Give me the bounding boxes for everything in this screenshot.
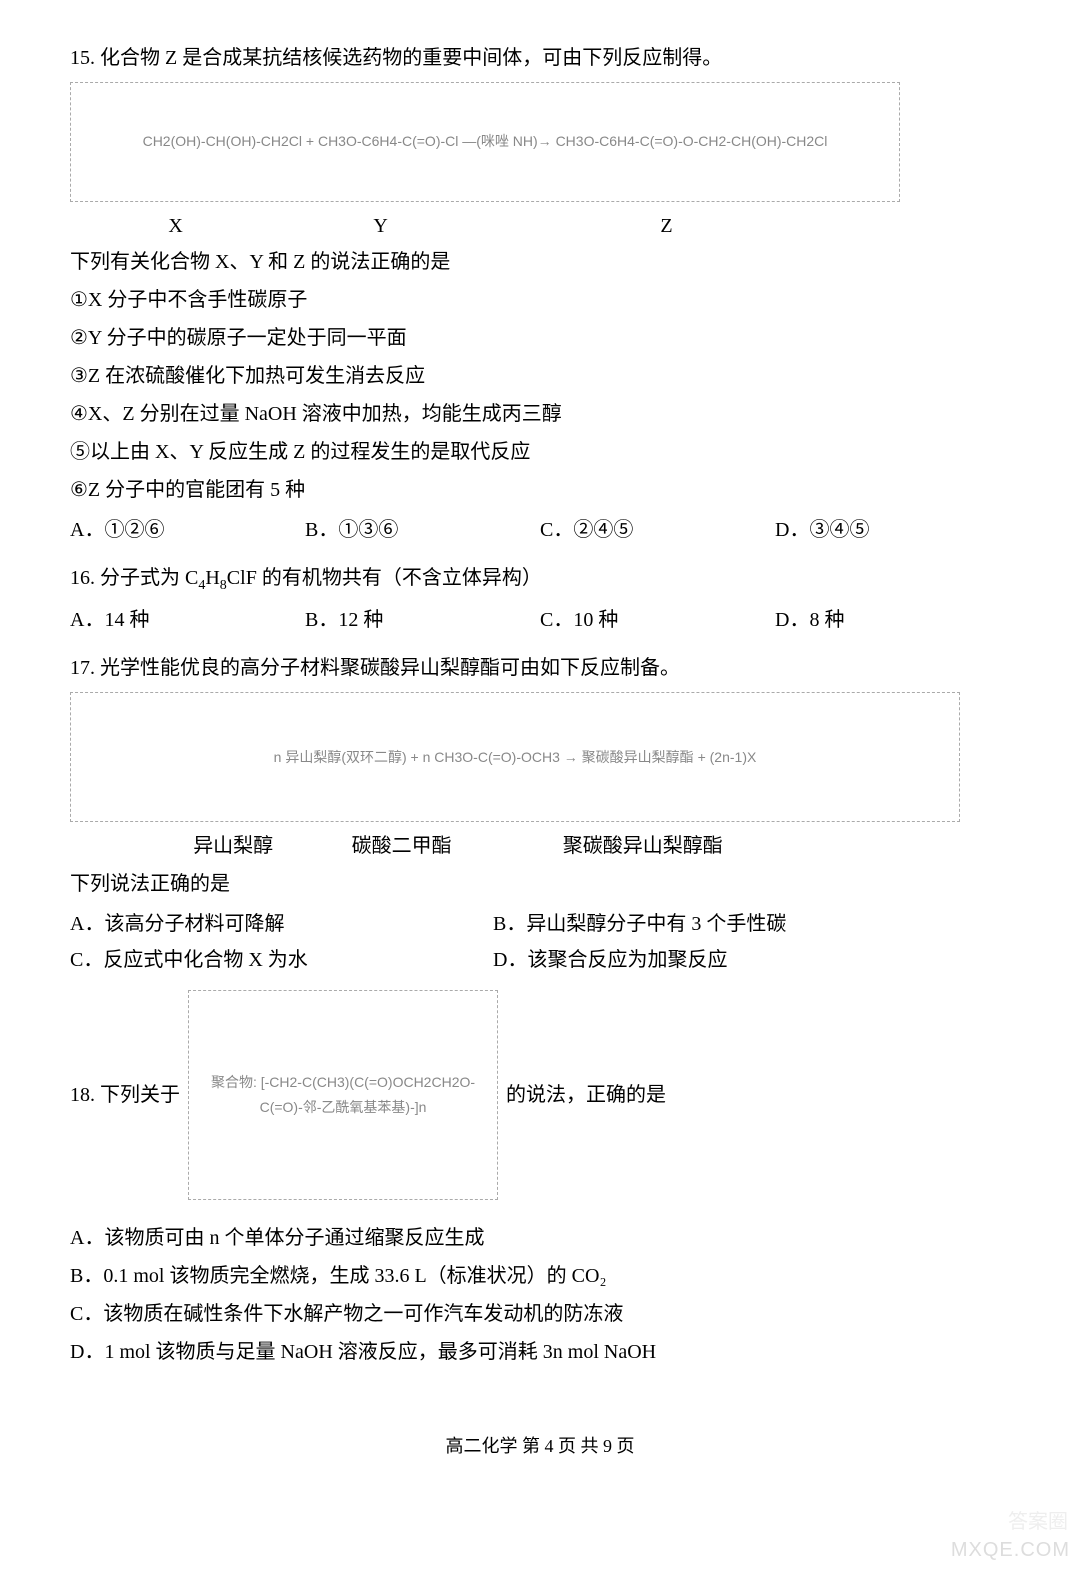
q16-stem-pre: 16. 分子式为 C [70, 567, 198, 589]
q15-label-z: Z [660, 208, 672, 244]
q18-structure-alt: 聚合物: [-CH2-C(CH3)(C(=O)OCH2CH2O-C(=O)-邻-… [193, 1070, 493, 1120]
q18-option-a[interactable]: A．该物质可由 n 个单体分子通过缩聚反应生成 [70, 1220, 1010, 1256]
q16-option-b[interactable]: B．12 种 [305, 602, 540, 638]
q18-stem-pre: 18. 下列关于 [70, 1077, 180, 1113]
q15-option-a[interactable]: A．①②⑥ [70, 512, 305, 548]
q17-label-b: 碳酸二甲酯 [352, 828, 452, 864]
q17-label-a: 异山梨醇 [193, 828, 273, 864]
q18-options: A．该物质可由 n 个单体分子通过缩聚反应生成 B．0.1 mol 该物质完全燃… [70, 1220, 1010, 1370]
q18-stem: 18. 下列关于 聚合物: [-CH2-C(CH3)(C(=O)OCH2CH2O… [70, 990, 1010, 1200]
q16-stem-mid: H [205, 567, 219, 589]
q15-substem: 下列有关化合物 X、Y 和 Z 的说法正确的是 [70, 244, 1010, 280]
q16-stem: 16. 分子式为 C4H8ClF 的有机物共有（不含立体异构） [70, 560, 1010, 598]
q15-item-6: ⑥Z 分子中的官能团有 5 种 [70, 472, 1010, 508]
q16-h-sub: 8 [220, 578, 227, 593]
q17-reaction-alt: n 异山梨醇(双环二醇) + n CH3O-C(=O)-OCH3 → 聚碳酸异山… [274, 745, 757, 770]
watermark-mxqe: MXQE.COM [951, 1532, 1070, 1568]
q18-stem-post: 的说法，正确的是 [506, 1077, 666, 1113]
q18-structure-figure: 聚合物: [-CH2-C(CH3)(C(=O)OCH2CH2O-C(=O)-邻-… [188, 990, 498, 1200]
page-footer: 高二化学 第 4 页 共 9 页 [70, 1430, 1010, 1462]
q17-stem: 17. 光学性能优良的高分子材料聚碳酸异山梨醇酯可由如下反应制备。 [70, 650, 1010, 686]
q17-reaction-figure: n 异山梨醇(双环二醇) + n CH3O-C(=O)-OCH3 → 聚碳酸异山… [70, 692, 960, 822]
q15-reaction-figure: CH2(OH)-CH(OH)-CH2Cl + CH3O-C6H4-C(=O)-C… [70, 82, 900, 202]
question-17: 17. 光学性能优良的高分子材料聚碳酸异山梨醇酯可由如下反应制备。 n 异山梨醇… [70, 650, 1010, 978]
q16-option-d[interactable]: D．8 种 [775, 602, 1010, 638]
q18-option-b[interactable]: B．0.1 mol 该物质完全燃烧，生成 33.6 L（标准状况）的 CO₂ [70, 1258, 1010, 1294]
q15-label-x: X [168, 208, 182, 244]
q15-item-1: ①X 分子中不含手性碳原子 [70, 282, 1010, 318]
q15-reaction-alt: CH2(OH)-CH(OH)-CH2Cl + CH3O-C6H4-C(=O)-C… [143, 129, 828, 154]
q15-option-b[interactable]: B．①③⑥ [305, 512, 540, 548]
q15-item-2: ②Y 分子中的碳原子一定处于同一平面 [70, 320, 1010, 356]
q17-options: A．该高分子材料可降解 B．异山梨醇分子中有 3 个手性碳 C．反应式中化合物 … [70, 906, 1010, 978]
q15-label-y: Y [373, 208, 387, 244]
q17-option-b[interactable]: B．异山梨醇分子中有 3 个手性碳 [493, 906, 1010, 942]
q15-item-4: ④X、Z 分别在过量 NaOH 溶液中加热，均能生成丙三醇 [70, 396, 1010, 432]
q15-xyz-labels: X Y Z [70, 208, 890, 236]
q18-option-d[interactable]: D．1 mol 该物质与足量 NaOH 溶液反应，最多可消耗 3n mol Na… [70, 1334, 1010, 1370]
q16-option-a[interactable]: A．14 种 [70, 602, 305, 638]
q17-option-d[interactable]: D．该聚合反应为加聚反应 [493, 942, 1010, 978]
q17-option-a[interactable]: A．该高分子材料可降解 [70, 906, 493, 942]
q18-option-c[interactable]: C．该物质在碱性条件下水解产物之一可作汽车发动机的防冻液 [70, 1296, 1010, 1332]
q15-stem: 15. 化合物 Z 是合成某抗结核候选药物的重要中间体，可由下列反应制得。 [70, 40, 1010, 76]
q17-labels: 异山梨醇 碳酸二甲酯 聚碳酸异山梨醇酯 [70, 828, 950, 858]
q16-options: A．14 种 B．12 种 C．10 种 D．8 种 [70, 602, 1010, 638]
q17-substem: 下列说法正确的是 [70, 866, 1010, 902]
q17-option-c[interactable]: C．反应式中化合物 X 为水 [70, 942, 493, 978]
question-16: 16. 分子式为 C4H8ClF 的有机物共有（不含立体异构） A．14 种 B… [70, 560, 1010, 638]
question-15: 15. 化合物 Z 是合成某抗结核候选药物的重要中间体，可由下列反应制得。 CH… [70, 40, 1010, 548]
q15-option-d[interactable]: D．③④⑤ [775, 512, 1010, 548]
question-18: 18. 下列关于 聚合物: [-CH2-C(CH3)(C(=O)OCH2CH2O… [70, 990, 1010, 1370]
q17-label-c: 聚碳酸异山梨醇酯 [563, 828, 723, 864]
q15-item-5: ⑤以上由 X、Y 反应生成 Z 的过程发生的是取代反应 [70, 434, 1010, 470]
q16-option-c[interactable]: C．10 种 [540, 602, 775, 638]
q15-item-3: ③Z 在浓硫酸催化下加热可发生消去反应 [70, 358, 1010, 394]
q15-options: A．①②⑥ B．①③⑥ C．②④⑤ D．③④⑤ [70, 512, 1010, 548]
q15-option-c[interactable]: C．②④⑤ [540, 512, 775, 548]
q16-stem-post: ClF 的有机物共有（不含立体异构） [227, 567, 542, 589]
